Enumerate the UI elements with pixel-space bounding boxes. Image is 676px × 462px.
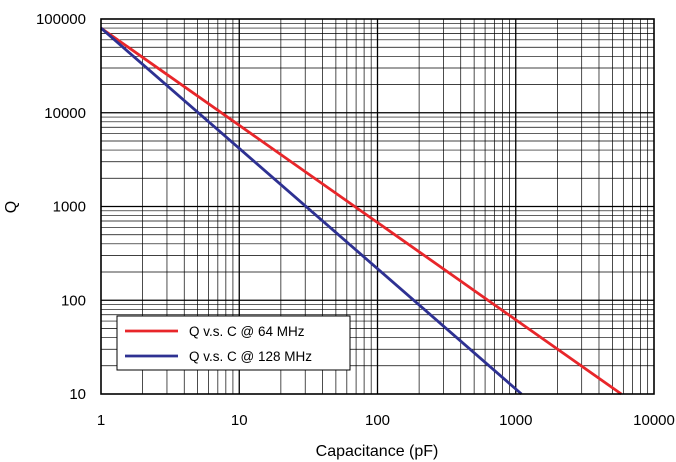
x-axis-tick-labels: 1 10 100 1000 10000 xyxy=(97,412,675,429)
y-tick-label: 100000 xyxy=(36,11,86,28)
series-line-0 xyxy=(100,26,623,396)
legend-label-64mhz: Q v.s. C @ 64 MHz xyxy=(189,324,305,339)
x-tick-label: 1000 xyxy=(499,412,532,429)
legend-label-128mhz: Q v.s. C @ 128 MHz xyxy=(189,349,312,364)
legend: Q v.s. C @ 64 MHz Q v.s. C @ 128 MHz xyxy=(116,315,351,371)
x-tick-label: 100 xyxy=(365,412,390,429)
y-tick-label: 10000 xyxy=(44,105,86,122)
y-axis-tick-labels: 100000 10000 1000 100 10 xyxy=(36,11,86,403)
y-tick-label: 1000 xyxy=(53,199,86,216)
series-line-1 xyxy=(100,27,523,396)
y-tick-label: 10 xyxy=(69,386,86,403)
x-tick-label: 10 xyxy=(231,412,248,429)
x-axis-title: Capacitance (pF) xyxy=(316,443,439,460)
x-tick-label: 1 xyxy=(97,412,105,429)
x-tick-label: 10000 xyxy=(633,412,675,429)
series-lines xyxy=(100,26,623,396)
plot-frame xyxy=(100,18,655,395)
legend-box xyxy=(116,315,351,371)
y-axis-title: Q xyxy=(3,201,20,213)
y-tick-label: 100 xyxy=(61,292,86,309)
